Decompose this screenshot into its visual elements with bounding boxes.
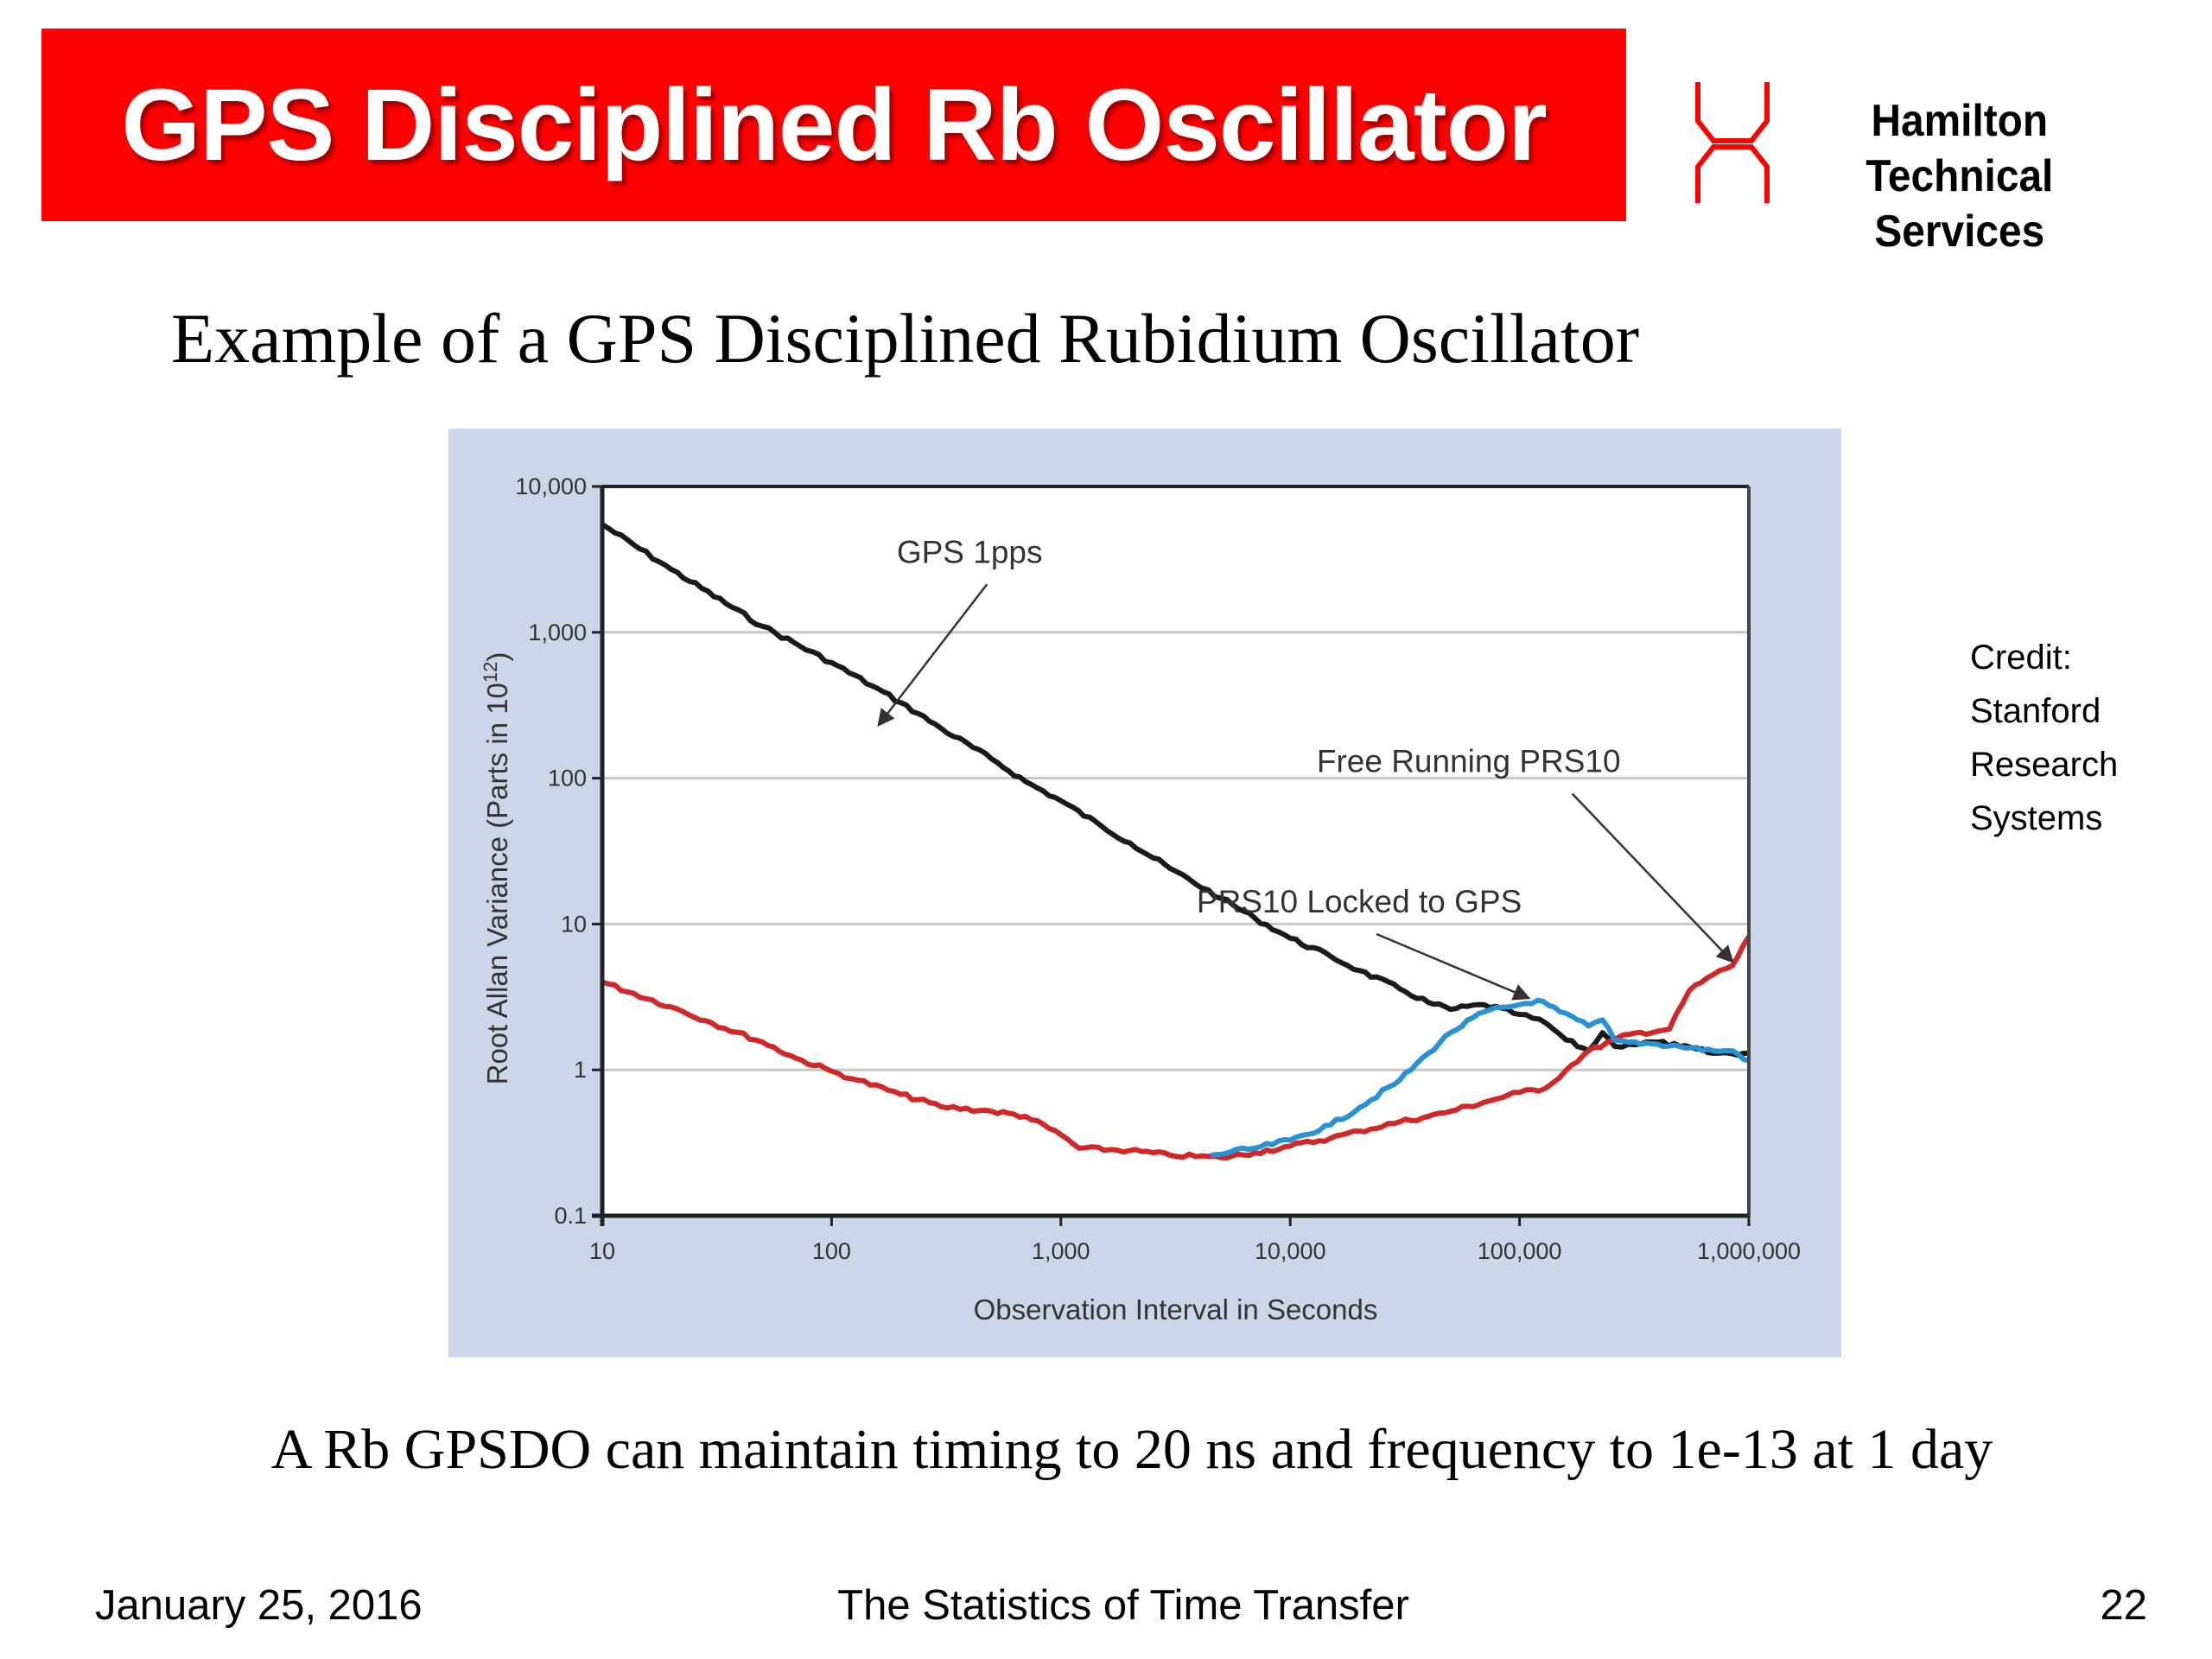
- y-tick-label: 1: [574, 1057, 587, 1083]
- company-logo: Hamilton Technical Services: [1689, 78, 2173, 257]
- annotation-arrow: [1376, 932, 1531, 1001]
- annotation-arrow: [877, 583, 988, 728]
- slide-subtitle: Example of a GPS Disciplined Rubidium Os…: [171, 299, 1640, 378]
- x-tick-label: 10: [589, 1238, 615, 1264]
- credit-line: Credit:: [1970, 639, 2072, 677]
- y-tick-label: 10: [561, 911, 587, 937]
- annotation-label: PRS10 Locked to GPS: [1197, 884, 1522, 919]
- credit-line: Research: [1970, 746, 2119, 784]
- annotation-label: Free Running PRS10: [1317, 744, 1621, 779]
- y-axis-title-main: Root Allan Variance (Parts in 10: [481, 683, 513, 1084]
- axes: [592, 485, 1751, 1226]
- footer-date: January 25, 2016: [95, 1582, 423, 1629]
- chart-svg: 0.1 1 10 100 1,000 10,000 10 100 1,000 10,000 100,…: [480, 474, 1801, 1325]
- plot-area: [602, 486, 1749, 1216]
- footer-title: The Statistics of Time Transfer: [837, 1582, 1409, 1629]
- allan-variance-chart: 0.1 1 10 100 1,000 10,000 10 100 1,000 10,000 100,…: [448, 429, 1841, 1357]
- y-axis-title: Root Allan Variance (Parts in 1012): [480, 652, 513, 1085]
- y-axis-title-sup: 12: [480, 662, 501, 683]
- series-lines: [601, 522, 1751, 1160]
- x-tick-label: 100,000: [1478, 1238, 1562, 1264]
- x-tick-label: 1,000,000: [1697, 1238, 1801, 1264]
- logo-text: Hamilton Technical Services: [1789, 93, 2131, 259]
- image-credit: Credit: Stanford Research Systems: [1970, 631, 2118, 845]
- x-tick-label: 100: [812, 1238, 851, 1264]
- slide-title: GPS Disciplined Rb Oscillator: [121, 67, 1548, 182]
- credit-line: Stanford: [1970, 692, 2101, 730]
- y-axis-title-end: ): [481, 652, 513, 662]
- y-tick-label: 100: [548, 766, 587, 791]
- y-tick-label: 10,000: [515, 474, 587, 499]
- annotation-label: GPS 1pps: [897, 534, 1043, 569]
- logo-line-2: Services: [1874, 207, 2045, 257]
- annotations: GPS 1pps Free Running PRS10 PRS10 Locked t…: [877, 534, 1734, 1001]
- series-line-prs10-locked-to-gps: [1210, 997, 1750, 1158]
- x-tick-label: 10,000: [1255, 1238, 1326, 1264]
- annotation-arrow: [1571, 792, 1734, 963]
- hamilton-logo-icon: [1695, 82, 1770, 203]
- y-tick-label: 1,000: [528, 620, 587, 645]
- logo-line-1: Hamilton Technical: [1866, 96, 2054, 201]
- y-tick-label: 0.1: [554, 1203, 587, 1229]
- tick-labels: 0.1 1 10 100 1,000 10,000 10 100 1,000 10,000 100,…: [515, 474, 1801, 1264]
- credit-line: Systems: [1970, 799, 2103, 837]
- series-line-free-running-prs10: [601, 935, 1751, 1160]
- x-axis-title: Observation Interval in Seconds: [974, 1294, 1378, 1325]
- gridlines: [602, 631, 1749, 1071]
- x-tick-label: 1,000: [1032, 1238, 1090, 1264]
- series-line-gps-1pps: [601, 522, 1750, 1058]
- title-bar: GPS Disciplined Rb Oscillator: [41, 29, 1626, 221]
- conclusion-text: A Rb GPSDO can maintain timing to 20 ns …: [270, 1418, 1993, 1481]
- page-number: 22: [2100, 1582, 2147, 1629]
